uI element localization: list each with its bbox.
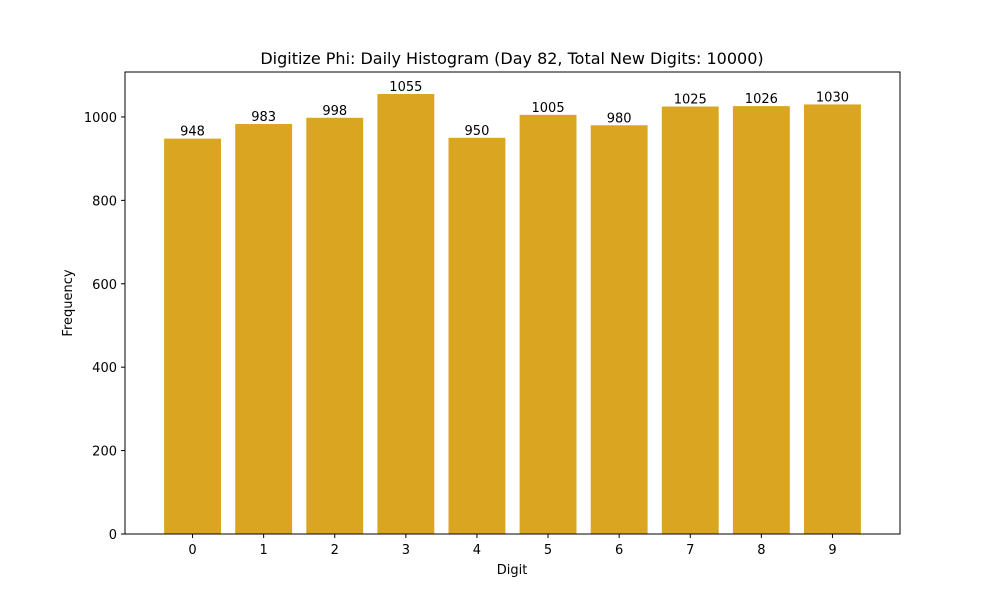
y-tick-label: 600: [92, 278, 117, 293]
y-tick-label: 800: [92, 194, 117, 209]
bar-value-label: 948: [180, 125, 205, 140]
bar-value-label: 1055: [389, 80, 422, 95]
y-tick-label: 1000: [84, 111, 117, 126]
plot-area-frame: [124, 71, 901, 535]
bar-value-label: 950: [465, 124, 490, 139]
bar-digit-0: [164, 138, 221, 534]
x-tick-label: 0: [188, 543, 196, 558]
bar-digit-9: [804, 104, 861, 534]
bar-value-label: 1026: [745, 92, 778, 107]
bar-labels-layer: 948 983 998 1055 950 1005 980 1025 1026 1030: [180, 80, 849, 140]
bars-layer: [164, 94, 861, 535]
bar-digit-4: [448, 137, 506, 534]
x-tick-label: 6: [615, 543, 623, 558]
x-axis: 0 1 2 3 4 5 6 7 8 9: [188, 534, 837, 558]
x-tick-label: 8: [757, 543, 765, 558]
x-tick-label: 4: [473, 543, 481, 558]
bar-digit-8: [732, 106, 790, 534]
x-tick-label: 9: [828, 543, 836, 558]
bar-value-label: 998: [322, 104, 347, 119]
bar-digit-2: [306, 117, 364, 534]
bar-digit-3: [377, 94, 435, 534]
bar-digit-1: [235, 124, 293, 534]
x-axis-label: Digit: [497, 563, 528, 578]
y-axis: 0 200 400 600 800 1000: [84, 111, 125, 543]
bar-digit-6: [590, 125, 648, 535]
x-tick-label: 3: [402, 543, 410, 558]
bar-value-label: 980: [607, 111, 632, 126]
y-tick-label: 200: [92, 445, 117, 460]
x-tick-label: 2: [331, 543, 339, 558]
bar-value-label: 1025: [674, 93, 707, 108]
y-tick-label: 400: [92, 361, 117, 376]
bar-value-label: 1030: [816, 90, 849, 105]
x-tick-label: 7: [686, 543, 694, 558]
bar-digit-7: [661, 106, 719, 535]
y-tick-label: 0: [109, 528, 117, 543]
bar-value-label: 1005: [532, 101, 565, 116]
y-axis-label: Frequency: [61, 269, 76, 336]
x-tick-label: 1: [260, 543, 268, 558]
x-tick-label: 5: [544, 543, 552, 558]
chart-title: Digitize Phi: Daily Histogram (Day 82, T…: [260, 49, 763, 68]
bar-value-label: 983: [251, 110, 276, 125]
bar-digit-5: [519, 114, 577, 534]
